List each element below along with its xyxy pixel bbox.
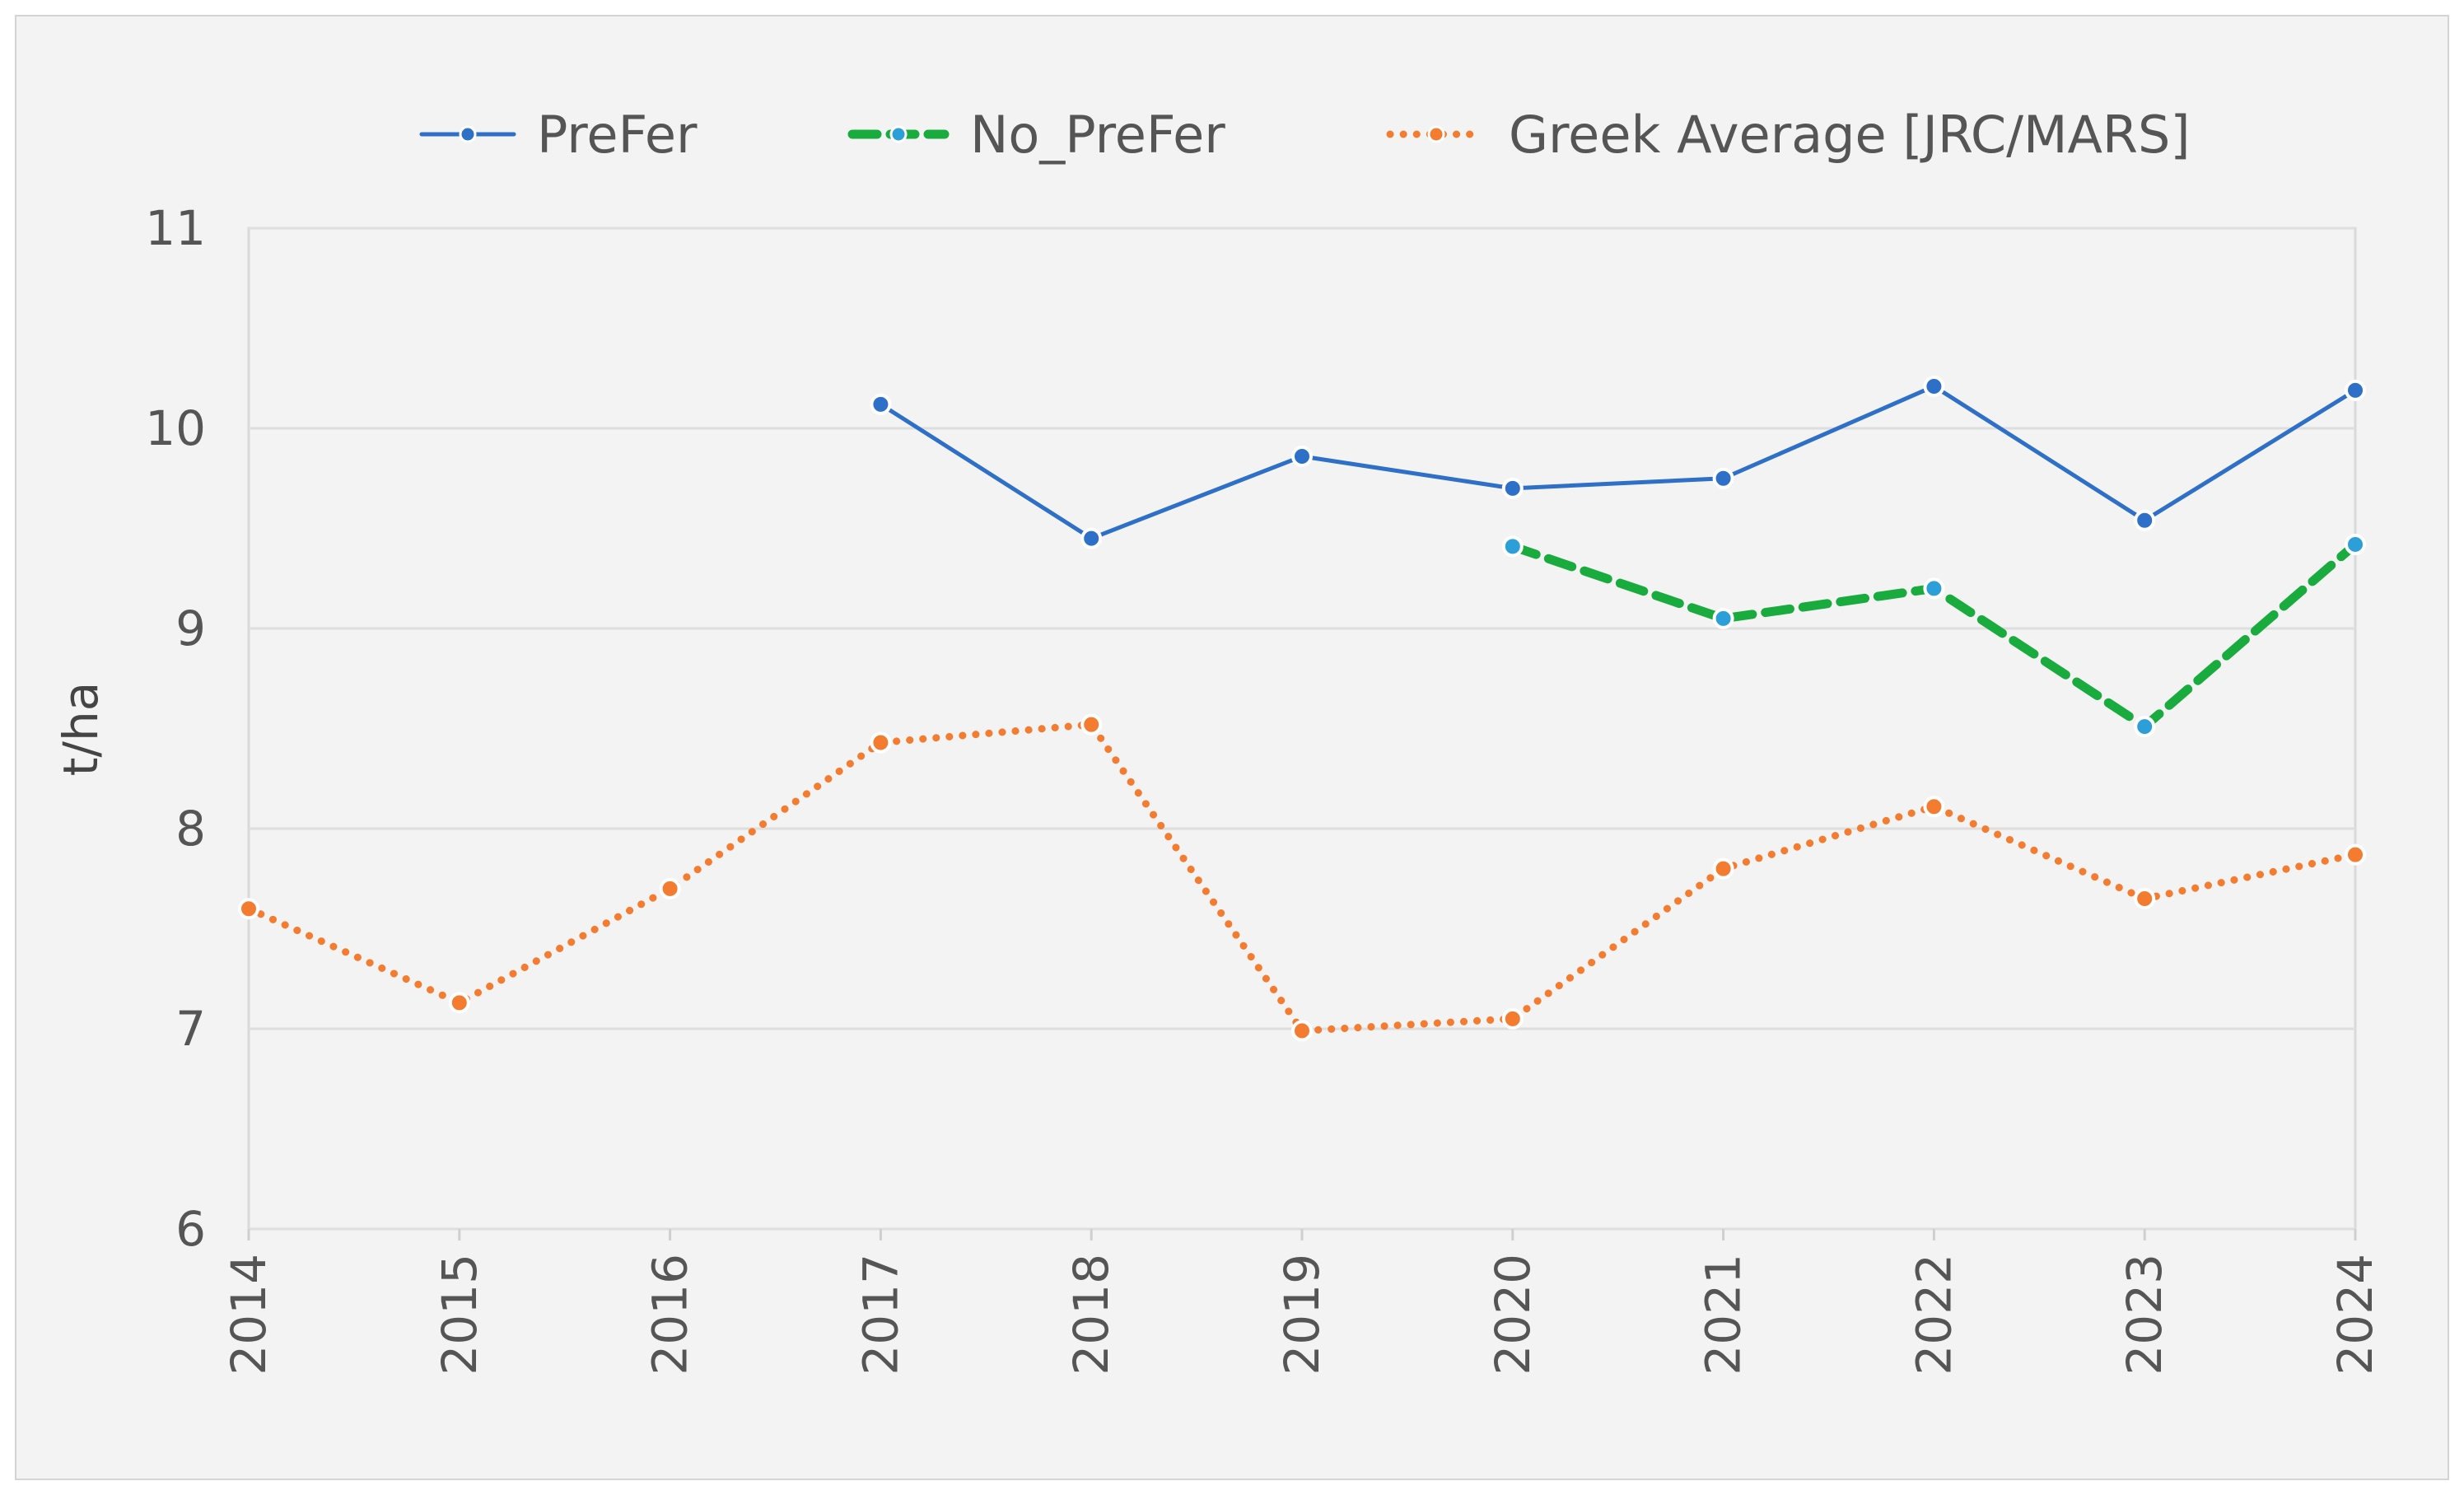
series-prefer — [870, 375, 2366, 549]
chart-frame — [15, 15, 2449, 1480]
data-point-2014 — [238, 898, 259, 920]
data-point-2020 — [1501, 1007, 1524, 1030]
legend-item-greek-average-jrc-mars-: Greek Average [JRC/MARS] — [1386, 105, 2191, 165]
plot-area-border — [247, 227, 2357, 1231]
series-line — [1508, 540, 2360, 731]
data-point-2018 — [1080, 713, 1103, 736]
legend-swatch-marker — [459, 125, 477, 143]
legend-item-prefer: PreFer — [419, 105, 698, 165]
y-tick-label-11: 11 — [145, 200, 206, 256]
y-axis-ticks: 6 7 8 9 10 11 — [145, 200, 206, 1257]
data-point-2022 — [1923, 375, 1945, 397]
y-tick-label-9: 9 — [175, 600, 206, 656]
x-tick-label-2024: 2024 — [2327, 1254, 2383, 1376]
x-tick-label-2023: 2023 — [2116, 1254, 2172, 1376]
legend-swatch-marker — [1427, 125, 1445, 143]
data-point-2020 — [1501, 477, 1524, 499]
gridlines — [247, 227, 2357, 1240]
y-axis-label: t/ha — [53, 682, 109, 777]
data-point-2015 — [448, 992, 470, 1014]
data-point-2019 — [1291, 446, 1313, 468]
x-tick-label-2018: 2018 — [1063, 1254, 1119, 1376]
y-tick-label-10: 10 — [145, 400, 206, 456]
x-tick-label-2019: 2019 — [1274, 1254, 1330, 1376]
x-tick-label-2016: 2016 — [642, 1254, 698, 1376]
y-tick-label-7: 7 — [175, 1001, 206, 1057]
x-tick-label-2017: 2017 — [852, 1254, 908, 1376]
data-point-2018 — [1080, 527, 1103, 549]
y-tick-label-6: 6 — [175, 1201, 206, 1257]
data-point-2016 — [659, 877, 681, 899]
data-point-2022 — [1923, 796, 1945, 818]
series-no-prefer — [1501, 533, 2366, 738]
data-point-2017 — [870, 731, 892, 754]
data-point-2021 — [1712, 607, 1734, 629]
data-point-2023 — [2134, 509, 2156, 531]
data-point-2024 — [2345, 533, 2366, 555]
x-tick-label-2020: 2020 — [1485, 1254, 1541, 1376]
legend-label: No_PreFer — [970, 105, 1225, 165]
data-point-2023 — [2134, 888, 2156, 910]
legend-swatch-marker — [889, 125, 908, 143]
data-point-2019 — [1291, 1020, 1313, 1042]
data-point-2017 — [870, 393, 892, 415]
data-point-2021 — [1712, 857, 1734, 880]
series-line — [245, 721, 2359, 1035]
legend-label: Greek Average [JRC/MARS] — [1509, 105, 2191, 165]
series-layer — [238, 375, 2366, 1042]
data-point-2023 — [2134, 716, 2156, 738]
legend-item-no-prefer: No_PreFer — [847, 105, 1225, 165]
data-point-2022 — [1923, 577, 1945, 600]
series-line — [878, 384, 2358, 541]
data-point-2024 — [2345, 843, 2366, 866]
y-tick-label-8: 8 — [175, 801, 206, 857]
data-point-2020 — [1501, 535, 1524, 558]
x-tick-label-2021: 2021 — [1696, 1254, 1752, 1376]
legend: PreFer No_PreFer Greek Average [JRC/MARS] — [419, 105, 2191, 165]
x-tick-label-2022: 2022 — [1906, 1254, 1962, 1376]
data-point-2021 — [1712, 467, 1734, 489]
x-tick-label-2015: 2015 — [432, 1254, 488, 1376]
legend-label: PreFer — [537, 105, 698, 165]
series-greek-average-jrc-mars- — [238, 713, 2366, 1042]
x-axis-ticks: 2014 2015 2016 2017 2018 2019 2020 2021 2022 2023… — [221, 1254, 2383, 1376]
data-point-2024 — [2345, 379, 2366, 401]
x-tick-label-2014: 2014 — [221, 1254, 277, 1376]
